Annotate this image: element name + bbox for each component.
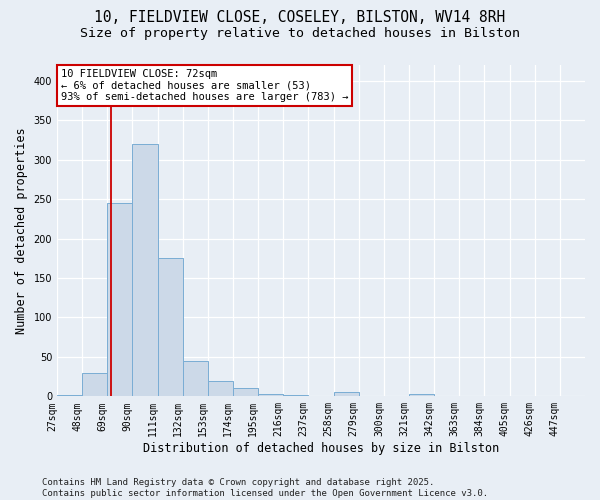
Bar [409, 394, 434, 396]
Bar [233, 388, 258, 396]
Bar [183, 361, 208, 396]
Bar [258, 394, 283, 396]
Bar [133, 144, 158, 397]
Text: 10 FIELDVIEW CLOSE: 72sqm
← 6% of detached houses are smaller (53)
93% of semi-d: 10 FIELDVIEW CLOSE: 72sqm ← 6% of detach… [61, 69, 348, 102]
Bar [283, 395, 308, 396]
Bar [334, 392, 359, 396]
Text: 10, FIELDVIEW CLOSE, COSELEY, BILSTON, WV14 8RH: 10, FIELDVIEW CLOSE, COSELEY, BILSTON, W… [94, 10, 506, 25]
Bar [57, 395, 82, 396]
Text: Contains HM Land Registry data © Crown copyright and database right 2025.
Contai: Contains HM Land Registry data © Crown c… [42, 478, 488, 498]
Text: Size of property relative to detached houses in Bilston: Size of property relative to detached ho… [80, 28, 520, 40]
X-axis label: Distribution of detached houses by size in Bilston: Distribution of detached houses by size … [143, 442, 499, 455]
Bar [82, 372, 107, 396]
Bar [158, 258, 183, 396]
Bar [107, 203, 133, 396]
Bar [208, 380, 233, 396]
Y-axis label: Number of detached properties: Number of detached properties [15, 128, 28, 334]
